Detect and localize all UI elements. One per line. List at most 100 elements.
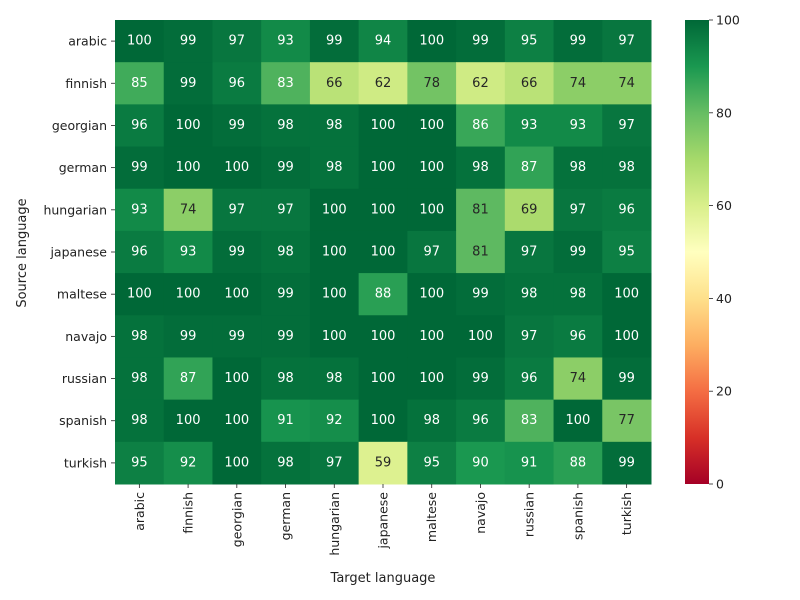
heatmap-cell [261, 315, 311, 358]
heatmap-cell [358, 104, 408, 148]
heatmap-cell [602, 273, 652, 316]
heatmap-cell [456, 104, 506, 148]
cell-value-label: 93 [570, 118, 587, 133]
heatmap-cell [309, 146, 360, 190]
heatmap-cell [163, 230, 213, 274]
cell-value-label: 100 [224, 287, 249, 302]
cell-value-label: 98 [277, 118, 294, 133]
cell-value-label: 100 [614, 329, 639, 344]
cell-value-label: 91 [277, 413, 294, 428]
cell-value-label: 95 [521, 34, 538, 49]
cell-value-label: 96 [131, 245, 148, 260]
heatmap-cell [163, 273, 213, 316]
colorbar-tick-label: 40 [716, 291, 732, 306]
heatmap-cell [456, 357, 506, 401]
heatmap-cell [407, 399, 457, 443]
cell-value-label: 100 [322, 287, 347, 302]
cell-value-label: 94 [375, 34, 392, 49]
heatmap-cell [504, 104, 555, 148]
cell-value-label: 87 [521, 160, 538, 175]
cell-value-label: 96 [131, 118, 148, 133]
heatmap-cell [358, 315, 408, 358]
cell-value-label: 100 [371, 118, 396, 133]
cell-value-label: 100 [371, 371, 396, 386]
cell-value-label: 99 [277, 329, 294, 344]
cell-value-label: 100 [224, 371, 249, 386]
cell-value-label: 96 [472, 413, 489, 428]
heatmap-cell [212, 273, 262, 316]
heatmap-cell [504, 230, 555, 274]
heatmap-cell [115, 441, 165, 485]
cell-value-label: 83 [521, 413, 538, 428]
heatmap-cell [504, 441, 555, 485]
x-axis-title: Target language [330, 571, 436, 586]
cell-value-label: 98 [423, 413, 440, 428]
cell-value-label: 100 [127, 287, 152, 302]
heatmap-cell [358, 441, 408, 485]
heatmap-cell [456, 230, 506, 274]
cell-value-label: 74 [180, 202, 197, 217]
cell-value-label: 99 [326, 34, 343, 49]
heatmap-cell [309, 62, 360, 105]
heatmap-cell [212, 230, 262, 274]
colorbar-tick-label: 100 [716, 13, 740, 28]
heatmap-cell [358, 230, 408, 274]
heatmap-cell [261, 441, 311, 485]
cell-value-label: 95 [618, 245, 635, 260]
heatmap-cell [309, 230, 360, 274]
x-axis-ticks: arabic finnish georgian german hungarian japa… [132, 484, 634, 556]
heatmap-cell [115, 357, 165, 401]
heatmap-cell [456, 146, 506, 190]
heatmap-cell [261, 62, 311, 105]
cell-value-label: 98 [131, 371, 148, 386]
heatmap-cell [456, 273, 506, 316]
cell-value-label: 99 [180, 329, 197, 344]
x-tick-label: turkish [619, 492, 634, 535]
heatmap-cell [115, 20, 165, 63]
cell-value-label: 98 [472, 160, 489, 175]
cell-value-label: 100 [419, 160, 444, 175]
heatmap-cell [309, 188, 360, 232]
heatmap-cell [504, 62, 555, 105]
heatmap-cell [456, 441, 506, 485]
cell-value-label: 95 [423, 455, 440, 470]
heatmap-cell [456, 315, 506, 358]
cell-value-label: 99 [277, 160, 294, 175]
heatmap-cell [504, 273, 555, 316]
heatmap-cell [261, 273, 311, 316]
cell-value-label: 98 [326, 371, 343, 386]
heatmap-cell-labels: 100 99 97 93 99 94 100 99 95 99 97 85 99 96 83 66 62 78 62… [127, 34, 639, 471]
cell-value-label: 97 [423, 245, 440, 260]
heatmap-cell [553, 20, 603, 63]
heatmap-cell [163, 146, 213, 190]
heatmap-cell [456, 399, 506, 443]
cell-value-label: 66 [521, 76, 538, 91]
heatmap-cell [602, 62, 652, 105]
cell-value-label: 99 [277, 287, 294, 302]
cell-value-label: 98 [521, 287, 538, 302]
cell-value-label: 99 [472, 287, 489, 302]
cell-value-label: 62 [375, 76, 392, 91]
cell-value-label: 100 [419, 329, 444, 344]
heatmap-cell [309, 273, 360, 316]
x-tick-label: spanish [570, 492, 585, 540]
heatmap-cell [407, 146, 457, 190]
cell-value-label: 100 [224, 413, 249, 428]
heatmap-cell [553, 230, 603, 274]
cell-value-label: 74 [570, 76, 587, 91]
cell-value-label: 88 [570, 455, 587, 470]
cell-value-label: 88 [375, 287, 392, 302]
cell-value-label: 99 [229, 118, 246, 133]
y-tick-label: maltese [57, 287, 107, 302]
colorbar: 0 20 40 60 80 100 [685, 13, 740, 492]
cell-value-label: 99 [570, 34, 587, 49]
cell-value-label: 99 [570, 245, 587, 260]
heatmap-cell [602, 230, 652, 274]
heatmap-cell [309, 357, 360, 401]
cell-value-label: 100 [419, 371, 444, 386]
cell-value-label: 81 [472, 202, 489, 217]
cell-value-label: 100 [322, 329, 347, 344]
heatmap-cell [115, 230, 165, 274]
heatmap-cell [309, 399, 360, 443]
cell-value-label: 97 [277, 202, 294, 217]
